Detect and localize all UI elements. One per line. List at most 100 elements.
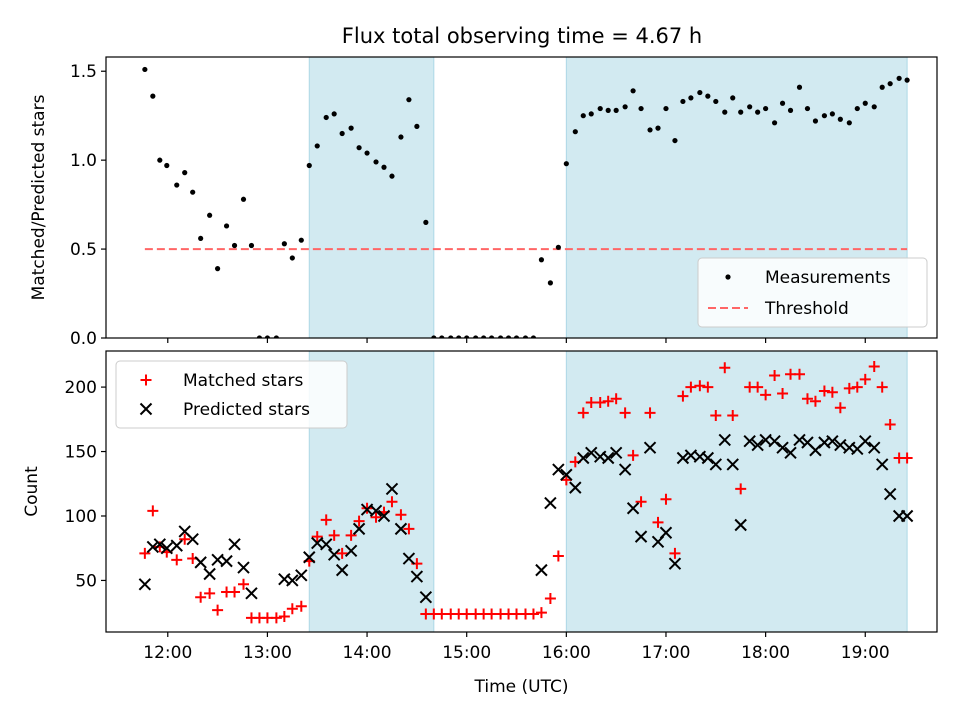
data-point	[174, 182, 180, 188]
data-point	[879, 84, 885, 90]
data-point	[776, 441, 789, 454]
data-point	[489, 335, 495, 338]
data-point	[601, 451, 615, 465]
data-point	[883, 487, 897, 501]
data-point	[701, 451, 715, 465]
data-point	[560, 468, 573, 481]
y-tick-label: 1.5	[70, 62, 97, 82]
series-measurements	[142, 66, 910, 338]
y-axis-label: Count	[22, 466, 42, 517]
data-point	[768, 435, 781, 448]
data-point	[585, 446, 598, 460]
data-point	[709, 458, 723, 471]
x-tick-label: 15:00	[442, 643, 491, 663]
data-point	[804, 105, 811, 112]
data-point	[552, 463, 565, 476]
data-point	[281, 241, 287, 247]
data-point	[738, 109, 744, 115]
data-point	[871, 104, 877, 110]
legend-marker-predicted	[139, 402, 153, 416]
data-point	[688, 95, 694, 101]
data-point	[150, 93, 156, 99]
data-point	[431, 335, 437, 338]
top-panel: 0.0 0.5 1.0 1.5 Matched/Predicted stars Measu…	[29, 56, 938, 349]
data-point	[535, 563, 548, 577]
data-point	[680, 98, 686, 105]
data-point	[195, 591, 207, 603]
series-matched-stars	[139, 360, 913, 624]
data-point	[319, 538, 333, 551]
data-point	[394, 522, 408, 536]
data-point	[605, 107, 611, 113]
data-point	[859, 435, 872, 448]
data-point	[552, 550, 564, 562]
axes-frame	[105, 350, 938, 633]
y-tick-label: 200	[65, 378, 97, 398]
data-point	[638, 105, 644, 112]
chart-title: Flux total observing time = 4.67 h	[342, 24, 702, 48]
data-point	[286, 574, 299, 587]
data-point	[505, 335, 512, 338]
x-tick-label: 17:00	[641, 643, 690, 663]
legend-marker-measurements	[725, 274, 731, 280]
y-axis-label: Matched/Predicted stars	[29, 94, 49, 300]
data-point	[594, 397, 606, 409]
data-point	[353, 515, 365, 527]
data-point	[677, 390, 689, 402]
data-point	[331, 111, 337, 117]
data-point	[237, 561, 250, 574]
data-point	[727, 409, 739, 421]
y-tick-label: 100	[65, 507, 97, 527]
data-point	[763, 105, 769, 112]
data-point	[793, 433, 806, 447]
data-point	[207, 212, 213, 218]
data-point	[198, 235, 204, 242]
data-point	[295, 569, 308, 582]
data-point	[801, 393, 813, 405]
data-point	[643, 441, 657, 454]
data-point	[668, 557, 682, 570]
data-point	[752, 381, 764, 393]
data-point	[381, 164, 387, 170]
data-point	[818, 385, 830, 397]
data-point	[320, 514, 332, 526]
data-point	[588, 111, 594, 117]
data-point	[146, 540, 160, 554]
data-point	[834, 402, 846, 414]
legend-label: Threshold	[764, 299, 849, 319]
data-point	[669, 547, 681, 559]
data-point	[837, 116, 843, 122]
data-point	[513, 335, 520, 338]
data-point	[784, 446, 797, 460]
data-point	[618, 463, 632, 476]
data-point	[854, 105, 860, 112]
legend-marker-matched	[140, 374, 152, 386]
data-point	[904, 77, 910, 83]
data-point	[214, 266, 221, 272]
data-point	[672, 137, 678, 144]
data-point	[843, 382, 855, 394]
plot-area	[138, 360, 914, 624]
data-point	[527, 608, 539, 620]
data-point	[619, 407, 631, 419]
data-point	[464, 335, 470, 338]
data-point	[190, 189, 196, 195]
data-point	[846, 120, 852, 126]
data-point	[238, 578, 250, 590]
data-point	[306, 162, 312, 169]
data-point	[138, 578, 152, 591]
data-point	[414, 123, 420, 129]
x-tick-label: 12:00	[143, 643, 192, 663]
x-axis-label: Time (UTC)	[474, 677, 569, 697]
data-point	[868, 360, 880, 372]
data-point	[203, 567, 216, 581]
data-point	[569, 481, 582, 494]
data-point	[577, 407, 589, 419]
data-point	[256, 335, 263, 338]
data-point	[402, 552, 416, 565]
data-point	[264, 335, 271, 338]
data-point	[356, 145, 362, 151]
data-point	[295, 600, 307, 612]
data-point	[896, 75, 902, 81]
data-point	[685, 381, 697, 393]
